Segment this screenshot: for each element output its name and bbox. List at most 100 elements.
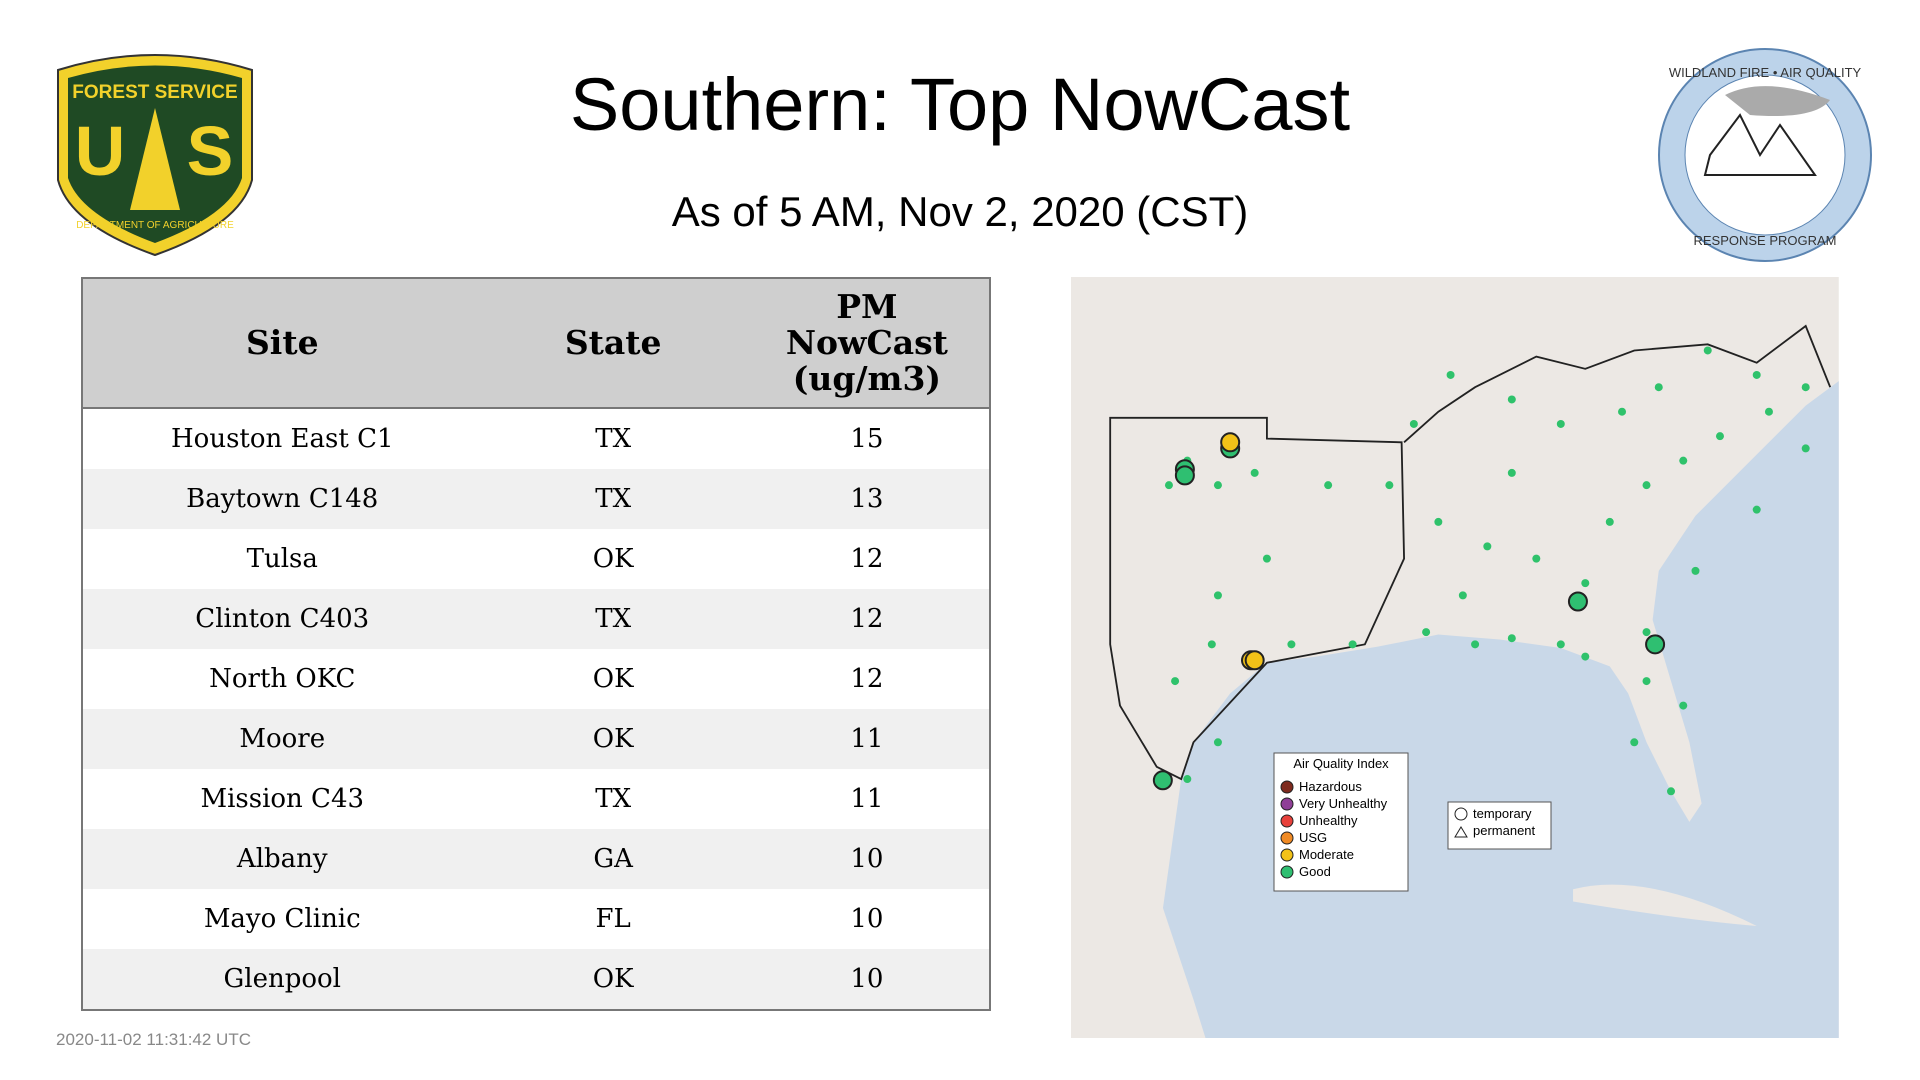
site-dot <box>1250 468 1259 477</box>
table-cell: Clinton C403 <box>82 589 482 649</box>
site-dot <box>1171 677 1180 686</box>
table-cell: TX <box>595 784 632 814</box>
table-cell: TX <box>481 589 745 649</box>
site-dot <box>1581 652 1590 661</box>
site-dot <box>1507 395 1516 404</box>
table-cell: OK <box>592 544 634 574</box>
legend-swatch <box>1280 865 1294 879</box>
site-dot <box>1434 517 1443 526</box>
timestamp: 2020-11-02 11:31:42 UTC <box>56 1030 251 1049</box>
logo-text: U <box>75 112 126 190</box>
site-dot <box>1801 444 1810 453</box>
table-cell: Tulsa <box>246 544 318 574</box>
table-cell: OK <box>592 664 634 694</box>
column-header: State <box>481 278 745 409</box>
site-dot <box>1483 542 1492 551</box>
site-dot <box>1642 628 1651 637</box>
table-row: Mission C43 TX 11 <box>82 769 990 829</box>
site-dot <box>1471 640 1480 649</box>
legend-label: Very Unhealthy <box>1299 796 1388 811</box>
logo-text: FOREST SERVICE <box>72 82 237 103</box>
site-dot <box>1764 407 1773 416</box>
table-cell: 10 <box>850 904 884 934</box>
table-row: Tulsa OK 12 <box>82 529 990 589</box>
title: Southern: Top NowCast <box>569 63 1351 146</box>
table-row: Moore OK 11 <box>82 709 990 769</box>
site-dot <box>1207 640 1216 649</box>
site-dot <box>1183 775 1192 784</box>
site-dot <box>1654 383 1663 392</box>
site-marker <box>1567 591 1588 612</box>
site-dot <box>1642 677 1651 686</box>
table-cell: 10 <box>744 829 990 889</box>
table-cell: Mayo Clinic <box>203 904 361 934</box>
table-cell: Albany <box>82 829 482 889</box>
table-cell: 12 <box>850 664 884 694</box>
site-dot <box>1348 640 1357 649</box>
legend-label: Moderate <box>1299 847 1354 862</box>
legend-title: Air Quality Index <box>1293 756 1389 771</box>
site-dot <box>1752 370 1761 379</box>
legend-label: Unhealthy <box>1299 813 1358 828</box>
site-dot <box>1703 346 1712 355</box>
legend-swatch <box>1280 831 1294 845</box>
site-dot <box>1446 370 1455 379</box>
table-cell: 12 <box>744 589 990 649</box>
legend-label: Hazardous <box>1299 779 1362 794</box>
table-cell: 10 <box>744 949 990 1010</box>
site-marker <box>1152 770 1173 791</box>
subtitle: As of 5 AM, Nov 2, 2020 (CST) <box>671 188 1249 235</box>
table-cell: OK <box>481 949 745 1010</box>
column-header: PM NowCast (ug/m3) <box>744 278 990 409</box>
logo-text: WILDLAND FIRE • AIR QUALITY <box>1669 65 1862 80</box>
site-dot <box>1213 591 1222 600</box>
table-row: Baytown C148 TX 13 <box>82 469 990 529</box>
site-dot <box>1385 481 1394 490</box>
site-dot <box>1752 505 1761 514</box>
site-dot <box>1801 383 1810 392</box>
map: Air Quality Index Hazardous Very Unhealth… <box>1071 277 1839 1038</box>
table-cell: OK <box>481 709 745 769</box>
logo-text: S <box>187 112 234 190</box>
site-dot <box>1262 554 1271 563</box>
site-dot <box>1556 419 1565 428</box>
table-cell: TX <box>481 469 745 529</box>
site-marker <box>1220 432 1241 453</box>
table-row: Albany GA 10 <box>82 829 990 889</box>
legend-swatch <box>1280 848 1294 862</box>
site-dot <box>1691 566 1700 575</box>
table-row: North OKC OK 12 <box>82 649 990 709</box>
site-dot <box>1642 481 1651 490</box>
table-cell: 13 <box>744 469 990 529</box>
site-dot <box>1324 481 1333 490</box>
site-dot <box>1507 468 1516 477</box>
column-header: Site <box>82 278 482 409</box>
table-cell: 11 <box>850 784 884 814</box>
table-cell: North OKC <box>209 664 356 694</box>
table-cell: 12 <box>850 544 884 574</box>
shape-label: permanent <box>1473 823 1536 838</box>
site-dot <box>1667 787 1676 796</box>
site-marker <box>1174 465 1195 486</box>
site-dot <box>1213 738 1222 747</box>
table-cell: GA <box>481 829 745 889</box>
site-dot <box>1507 634 1516 643</box>
table-cell: Houston East C1 <box>171 424 394 454</box>
table-row: Houston East C1 TX 15 <box>82 408 990 469</box>
site-marker <box>1645 634 1666 655</box>
table-cell: Mission C43 <box>200 784 365 814</box>
table-cell: Moore <box>82 709 482 769</box>
site-dot <box>1422 628 1431 637</box>
site-dot <box>1532 554 1541 563</box>
table-cell: FL <box>595 904 631 934</box>
legend-swatch <box>1280 780 1294 794</box>
wfaqrp-logo: WILDLAND FIRE • AIR QUALITY RESPONSE PRO… <box>1658 48 1872 262</box>
site-dot <box>1679 456 1688 465</box>
logo-text: DEPARTMENT OF AGRICULTURE <box>76 220 234 231</box>
shape-label: temporary <box>1473 806 1532 821</box>
site-dot <box>1213 481 1222 490</box>
site-dot <box>1164 481 1173 490</box>
site-dot <box>1581 579 1590 588</box>
logo-text: RESPONSE PROGRAM <box>1693 233 1836 248</box>
